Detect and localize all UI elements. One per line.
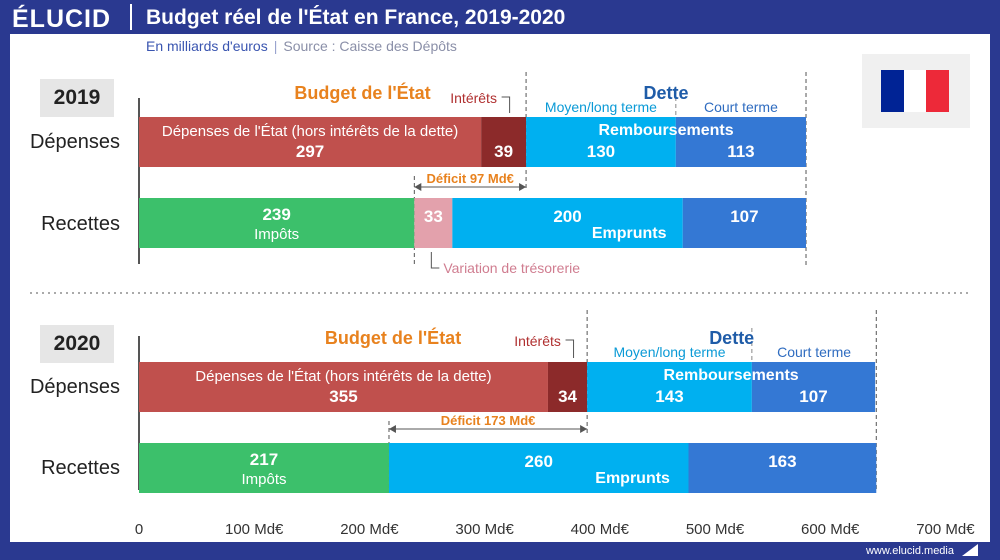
group-label-emprunts-2020: Emprunts [595,470,670,487]
bar-recettes-impots-2020 [139,443,389,493]
subtitle-unit: En milliards d'euros [146,38,268,54]
x-tick-700: 700 Md€ [916,521,975,538]
group-label-emprunts-2019: Emprunts [592,225,667,242]
elucid-logo: ÉLUCID [12,5,112,33]
court-terme-label-2019: Court terme [704,99,778,115]
interets-callout-2020 [565,339,575,358]
x-tick-500: 500 Md€ [686,521,745,538]
bar-depenses-interets-2019 [481,117,527,167]
chart-subtitle: En milliards d'euros | Source : Caisse des… [146,38,457,54]
bar-recettes-court-2019 [682,198,807,248]
logo-divider [130,4,132,30]
label-depenses-desc-2019: Dépenses de l'État (hors intérêts de la … [162,123,458,140]
value-recettes-court-2020: 163 [768,452,796,471]
court-terme-label-2020: Court terme [777,344,851,360]
bar-depenses-moyen_long-2020 [587,362,752,412]
row-label-recettes-2020: Recettes [41,457,120,479]
tresorerie-label-2019: Variation de trésorerie [443,260,580,276]
value-recettes-moyen_long-2020: 260 [525,452,553,471]
bar-recettes-moyen_long-2019 [452,198,683,248]
deficit-label-2019: Déficit 97 Md€ [426,171,513,186]
value-interets-2019: 39 [494,142,513,161]
bar-recettes-court-2020 [688,443,877,493]
deficit-arrow-right-2019 [519,183,527,191]
value-impots-2020: 217 [250,450,278,469]
tresorerie-callout-2019 [430,252,440,269]
x-tick-0: 0 [135,521,143,538]
chart-title: Budget réel de l'État en France, 2019-20… [146,6,566,29]
subtitle-source: Source : Caisse des Dépôts [283,38,457,54]
dette-label-2020: Dette [709,328,754,348]
value-depenses-2019: 297 [296,142,324,161]
label-impots-2020: Impôts [241,471,286,488]
interets-callout-2019 [501,96,511,113]
year-badge-2019: 2019 [40,79,114,117]
row-label-depenses-2019: Dépenses [29,131,120,153]
value-impots-2019: 239 [262,205,290,224]
bar-depenses-depenses-2019 [139,117,482,167]
budget-label-2020: Budget de l'État [325,327,461,348]
bar-recettes-impots-2019 [139,198,415,248]
label-depenses-desc-2020: Dépenses de l'État (hors intérêts de la … [195,368,491,385]
bar-recettes-moyen_long-2020 [388,443,689,493]
bar-depenses-interets-2020 [547,362,588,412]
flag-box [862,54,970,128]
deficit-label-2020: Déficit 173 Md€ [441,413,536,428]
bar-depenses-court-2019 [675,117,807,167]
group-label-remboursements-2019: Remboursements [598,122,733,139]
x-tick-400: 400 Md€ [571,521,630,538]
deficit-arrow-left-2019 [414,183,422,191]
group-label-remboursements-2020: Remboursements [664,367,799,384]
value-depenses-moyen_long-2020: 143 [655,387,683,406]
flag-red-stripe [926,70,950,112]
moyen-long-label-2019: Moyen/long terme [545,99,657,115]
interets-label-2020: Intérêts [514,333,561,349]
label-impots-2019: Impôts [254,226,299,243]
elucid-mark-icon [962,544,978,556]
deficit-arrow-right-2020 [580,425,588,433]
x-tick-300: 300 Md€ [455,521,514,538]
value-depenses-court-2019: 113 [727,142,754,161]
bar-depenses-moyen_long-2019 [526,117,676,167]
dette-label-2019: Dette [644,83,689,103]
year-badge-2020: 2020 [40,325,114,363]
x-tick-100: 100 Md€ [225,521,284,538]
subtitle-separator: | [273,38,278,54]
bar-recettes-tresorerie-2019 [414,198,453,248]
value-recettes-moyen_long-2019: 200 [553,207,581,226]
france-flag-icon [881,70,950,112]
interets-label-2019: Intérêts [450,90,497,106]
value-depenses-moyen_long-2019: 130 [587,142,615,161]
moyen-long-label-2020: Moyen/long terme [613,344,725,360]
value-depenses-court-2020: 107 [799,387,827,406]
value-recettes-court-2019: 107 [730,207,758,226]
value-depenses-2020: 355 [329,387,357,406]
flag-blue-stripe [881,70,904,112]
bar-depenses-depenses-2020 [139,362,548,412]
deficit-arrow-left-2020 [388,425,396,433]
row-label-depenses-2020: Dépenses [29,376,120,398]
value-tresorerie-2019: 33 [424,207,443,226]
budget-label-2019: Budget de l'État [294,82,430,103]
value-interets-2020: 34 [558,387,577,406]
flag-white-stripe [903,70,927,112]
x-tick-200: 200 Md€ [340,521,399,538]
website-link[interactable]: www.elucid.media [865,545,954,557]
x-tick-600: 600 Md€ [801,521,860,538]
row-label-recettes-2019: Recettes [41,213,120,235]
bar-depenses-court-2020 [751,362,876,412]
